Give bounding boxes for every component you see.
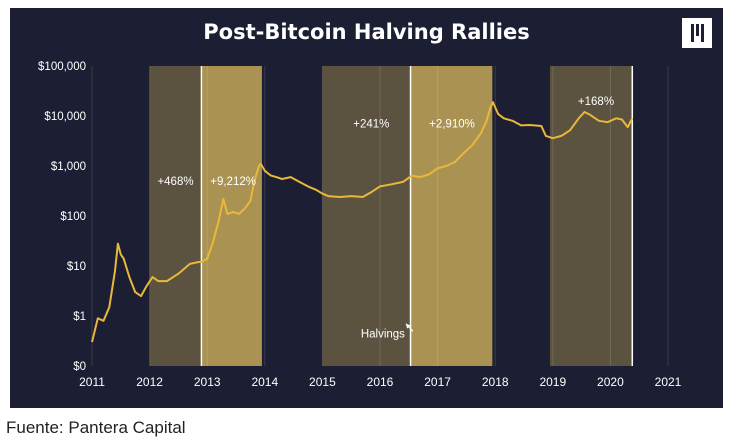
source-caption: Fuente: Pantera Capital [6,418,186,437]
x-tick-label: 2018 [482,375,509,389]
x-tick-label: 2014 [251,375,278,389]
y-tick-label: $10 [67,261,86,273]
x-tick-label: 2011 [79,375,105,389]
pantera-logo-icon [682,18,712,48]
rally-label: +9,212% [210,176,256,188]
highlight-band [410,66,493,366]
x-tick-label: 2013 [194,375,221,389]
highlight-band [322,66,411,366]
price-line [91,101,634,343]
highlight-band [149,66,202,366]
highlight-band [201,66,262,366]
y-tick-label: $10,000 [44,111,86,123]
highlight-band [549,66,633,366]
x-tick-label: 2019 [539,375,566,389]
halvings-arrowhead [405,323,411,329]
chart-title: Post-Bitcoin Halving Rallies [203,20,530,44]
rally-label: +468% [157,176,193,188]
x-tick-label: 2016 [367,375,394,389]
y-tick-label: $100,000 [38,61,86,73]
x-tick-label: 2017 [424,375,451,389]
rally-label: +2,910% [429,119,475,131]
y-tick-label: $0 [73,361,86,373]
halvings-annotation: Halvings [361,328,405,340]
x-tick-label: 2015 [309,375,336,389]
y-tick-label: $100 [60,211,86,223]
y-tick-label: $1,000 [51,161,86,173]
x-tick-label: 2020 [597,375,624,389]
rally-label: +168% [578,96,614,108]
x-tick-label: 2012 [136,375,163,389]
x-tick-label: 2021 [655,375,682,389]
y-tick-label: $1 [73,311,86,323]
chart-svg: $0 $1 $10 $100 $1,000 $10,000 $100,000 2011 2012… [38,61,682,389]
chart-panel: $0 $1 $10 $100 $1,000 $10,000 $100,000 2011 2012… [10,8,723,408]
rally-label: +241% [353,119,389,131]
